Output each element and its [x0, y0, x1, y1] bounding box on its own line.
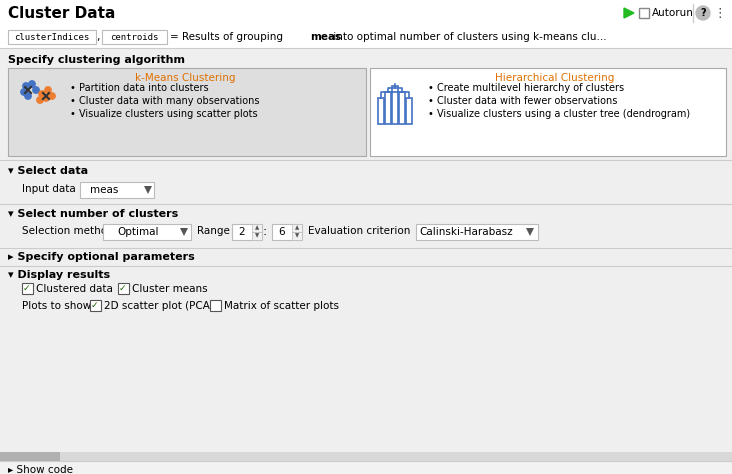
Text: • Cluster data with fewer observations: • Cluster data with fewer observations: [428, 96, 617, 106]
Text: ▼: ▼: [255, 234, 259, 238]
Circle shape: [39, 91, 45, 97]
Circle shape: [23, 83, 29, 89]
Circle shape: [49, 93, 55, 99]
Circle shape: [25, 93, 31, 99]
Text: ▾ Select number of clusters: ▾ Select number of clusters: [8, 209, 179, 219]
Bar: [370, 68, 726, 156]
Text: = Results of grouping: = Results of grouping: [170, 32, 286, 42]
Circle shape: [29, 81, 35, 87]
Circle shape: [45, 87, 51, 93]
Bar: [80, 182, 154, 198]
Text: Input data: Input data: [22, 184, 75, 194]
Text: k-Means Clustering: k-Means Clustering: [135, 73, 235, 83]
Bar: [639, 8, 649, 18]
Bar: [102, 30, 167, 44]
Circle shape: [33, 87, 40, 93]
Bar: [103, 224, 191, 240]
Text: Hierarchical Clustering: Hierarchical Clustering: [496, 73, 615, 83]
Text: Autorun: Autorun: [652, 8, 694, 18]
Bar: [0, 26, 732, 48]
Circle shape: [20, 89, 27, 95]
Polygon shape: [144, 186, 152, 194]
Text: into optimal number of clusters using k-means clu...: into optimal number of clusters using k-…: [330, 32, 607, 42]
Bar: [272, 224, 302, 240]
Text: :: :: [263, 225, 267, 237]
Text: • Create multilevel hierarchy of clusters: • Create multilevel hierarchy of cluster…: [428, 83, 624, 93]
Text: 2: 2: [238, 227, 244, 237]
Text: Selection method: Selection method: [22, 226, 113, 236]
Bar: [292, 232, 302, 240]
Text: Optimal: Optimal: [117, 227, 159, 237]
Bar: [385, 92, 391, 124]
Polygon shape: [526, 228, 534, 236]
Text: Specify clustering algorithm: Specify clustering algorithm: [8, 55, 185, 65]
Bar: [210, 300, 221, 311]
Text: clusterIndices: clusterIndices: [15, 33, 89, 42]
Text: ?: ?: [701, 8, 706, 18]
Bar: [8, 30, 96, 44]
Text: ▲: ▲: [295, 226, 299, 230]
Text: • Cluster data with many observations: • Cluster data with many observations: [70, 96, 260, 106]
Bar: [252, 224, 262, 232]
Text: ▾ Select data: ▾ Select data: [8, 166, 88, 176]
Circle shape: [42, 95, 49, 101]
Text: ✓: ✓: [23, 284, 30, 293]
Bar: [406, 98, 412, 124]
Bar: [392, 86, 398, 124]
Text: Range: Range: [197, 226, 230, 236]
Text: ✓: ✓: [119, 284, 126, 293]
Text: 6: 6: [278, 227, 285, 237]
Bar: [416, 224, 538, 240]
Text: meas: meas: [310, 32, 341, 42]
Text: ▲: ▲: [255, 226, 259, 230]
Text: ▼: ▼: [295, 234, 299, 238]
Bar: [292, 224, 302, 232]
Circle shape: [696, 6, 710, 20]
Bar: [0, 0, 732, 26]
Text: Evaluation criterion: Evaluation criterion: [308, 226, 411, 236]
Text: Cluster Data: Cluster Data: [8, 6, 116, 20]
Text: ▸ Show code: ▸ Show code: [8, 465, 73, 474]
Text: centroids: centroids: [110, 33, 158, 42]
Bar: [232, 224, 262, 240]
Text: ▸ Specify optional parameters: ▸ Specify optional parameters: [8, 252, 195, 262]
Bar: [118, 283, 129, 294]
Text: • Visualize clusters using scatter plots: • Visualize clusters using scatter plots: [70, 109, 258, 119]
Bar: [22, 283, 33, 294]
Text: ,: ,: [96, 32, 100, 42]
Text: ⋮: ⋮: [714, 7, 726, 19]
Bar: [90, 300, 101, 311]
Text: • Partition data into clusters: • Partition data into clusters: [70, 83, 209, 93]
Text: Clustered data: Clustered data: [36, 284, 113, 294]
Bar: [8, 68, 366, 156]
Circle shape: [37, 97, 43, 103]
Bar: [0, 452, 60, 461]
Text: ✓: ✓: [91, 301, 98, 310]
Polygon shape: [624, 8, 634, 18]
Text: 2D scatter plot (PCA): 2D scatter plot (PCA): [104, 301, 214, 311]
Text: meas: meas: [90, 185, 118, 195]
Text: • Visualize clusters using a cluster tree (dendrogram): • Visualize clusters using a cluster tre…: [428, 109, 690, 119]
Bar: [399, 92, 405, 124]
Text: Matrix of scatter plots: Matrix of scatter plots: [224, 301, 339, 311]
Text: ▾ Display results: ▾ Display results: [8, 270, 110, 280]
Bar: [252, 232, 262, 240]
Bar: [378, 98, 384, 124]
Text: Cluster means: Cluster means: [132, 284, 208, 294]
Polygon shape: [180, 228, 188, 236]
Bar: [0, 452, 732, 461]
Bar: [0, 461, 732, 474]
Text: Calinski-Harabasz: Calinski-Harabasz: [419, 227, 513, 237]
Text: Plots to show: Plots to show: [22, 301, 92, 311]
